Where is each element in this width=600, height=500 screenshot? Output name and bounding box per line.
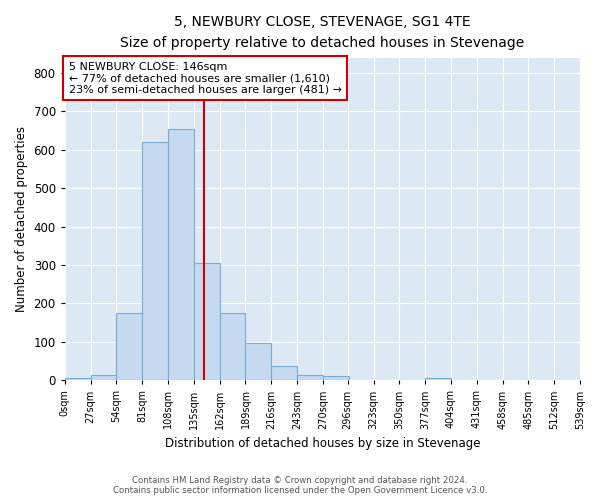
Bar [297, 374, 323, 380]
Bar [425, 378, 451, 380]
Title: 5, NEWBURY CLOSE, STEVENAGE, SG1 4TE
Size of property relative to detached house: 5, NEWBURY CLOSE, STEVENAGE, SG1 4TE Siz… [120, 15, 524, 50]
Bar [323, 376, 349, 380]
Bar [194, 263, 220, 380]
Bar [65, 378, 91, 380]
Bar [168, 128, 194, 380]
Bar [91, 374, 116, 380]
Text: Contains HM Land Registry data © Crown copyright and database right 2024.
Contai: Contains HM Land Registry data © Crown c… [113, 476, 487, 495]
Text: 5 NEWBURY CLOSE: 146sqm
← 77% of detached houses are smaller (1,610)
23% of semi: 5 NEWBURY CLOSE: 146sqm ← 77% of detache… [68, 62, 341, 95]
Bar [245, 343, 271, 380]
Bar [142, 142, 168, 380]
Bar [271, 366, 297, 380]
Bar [116, 313, 142, 380]
X-axis label: Distribution of detached houses by size in Stevenage: Distribution of detached houses by size … [164, 437, 480, 450]
Bar [220, 313, 245, 380]
Y-axis label: Number of detached properties: Number of detached properties [15, 126, 28, 312]
